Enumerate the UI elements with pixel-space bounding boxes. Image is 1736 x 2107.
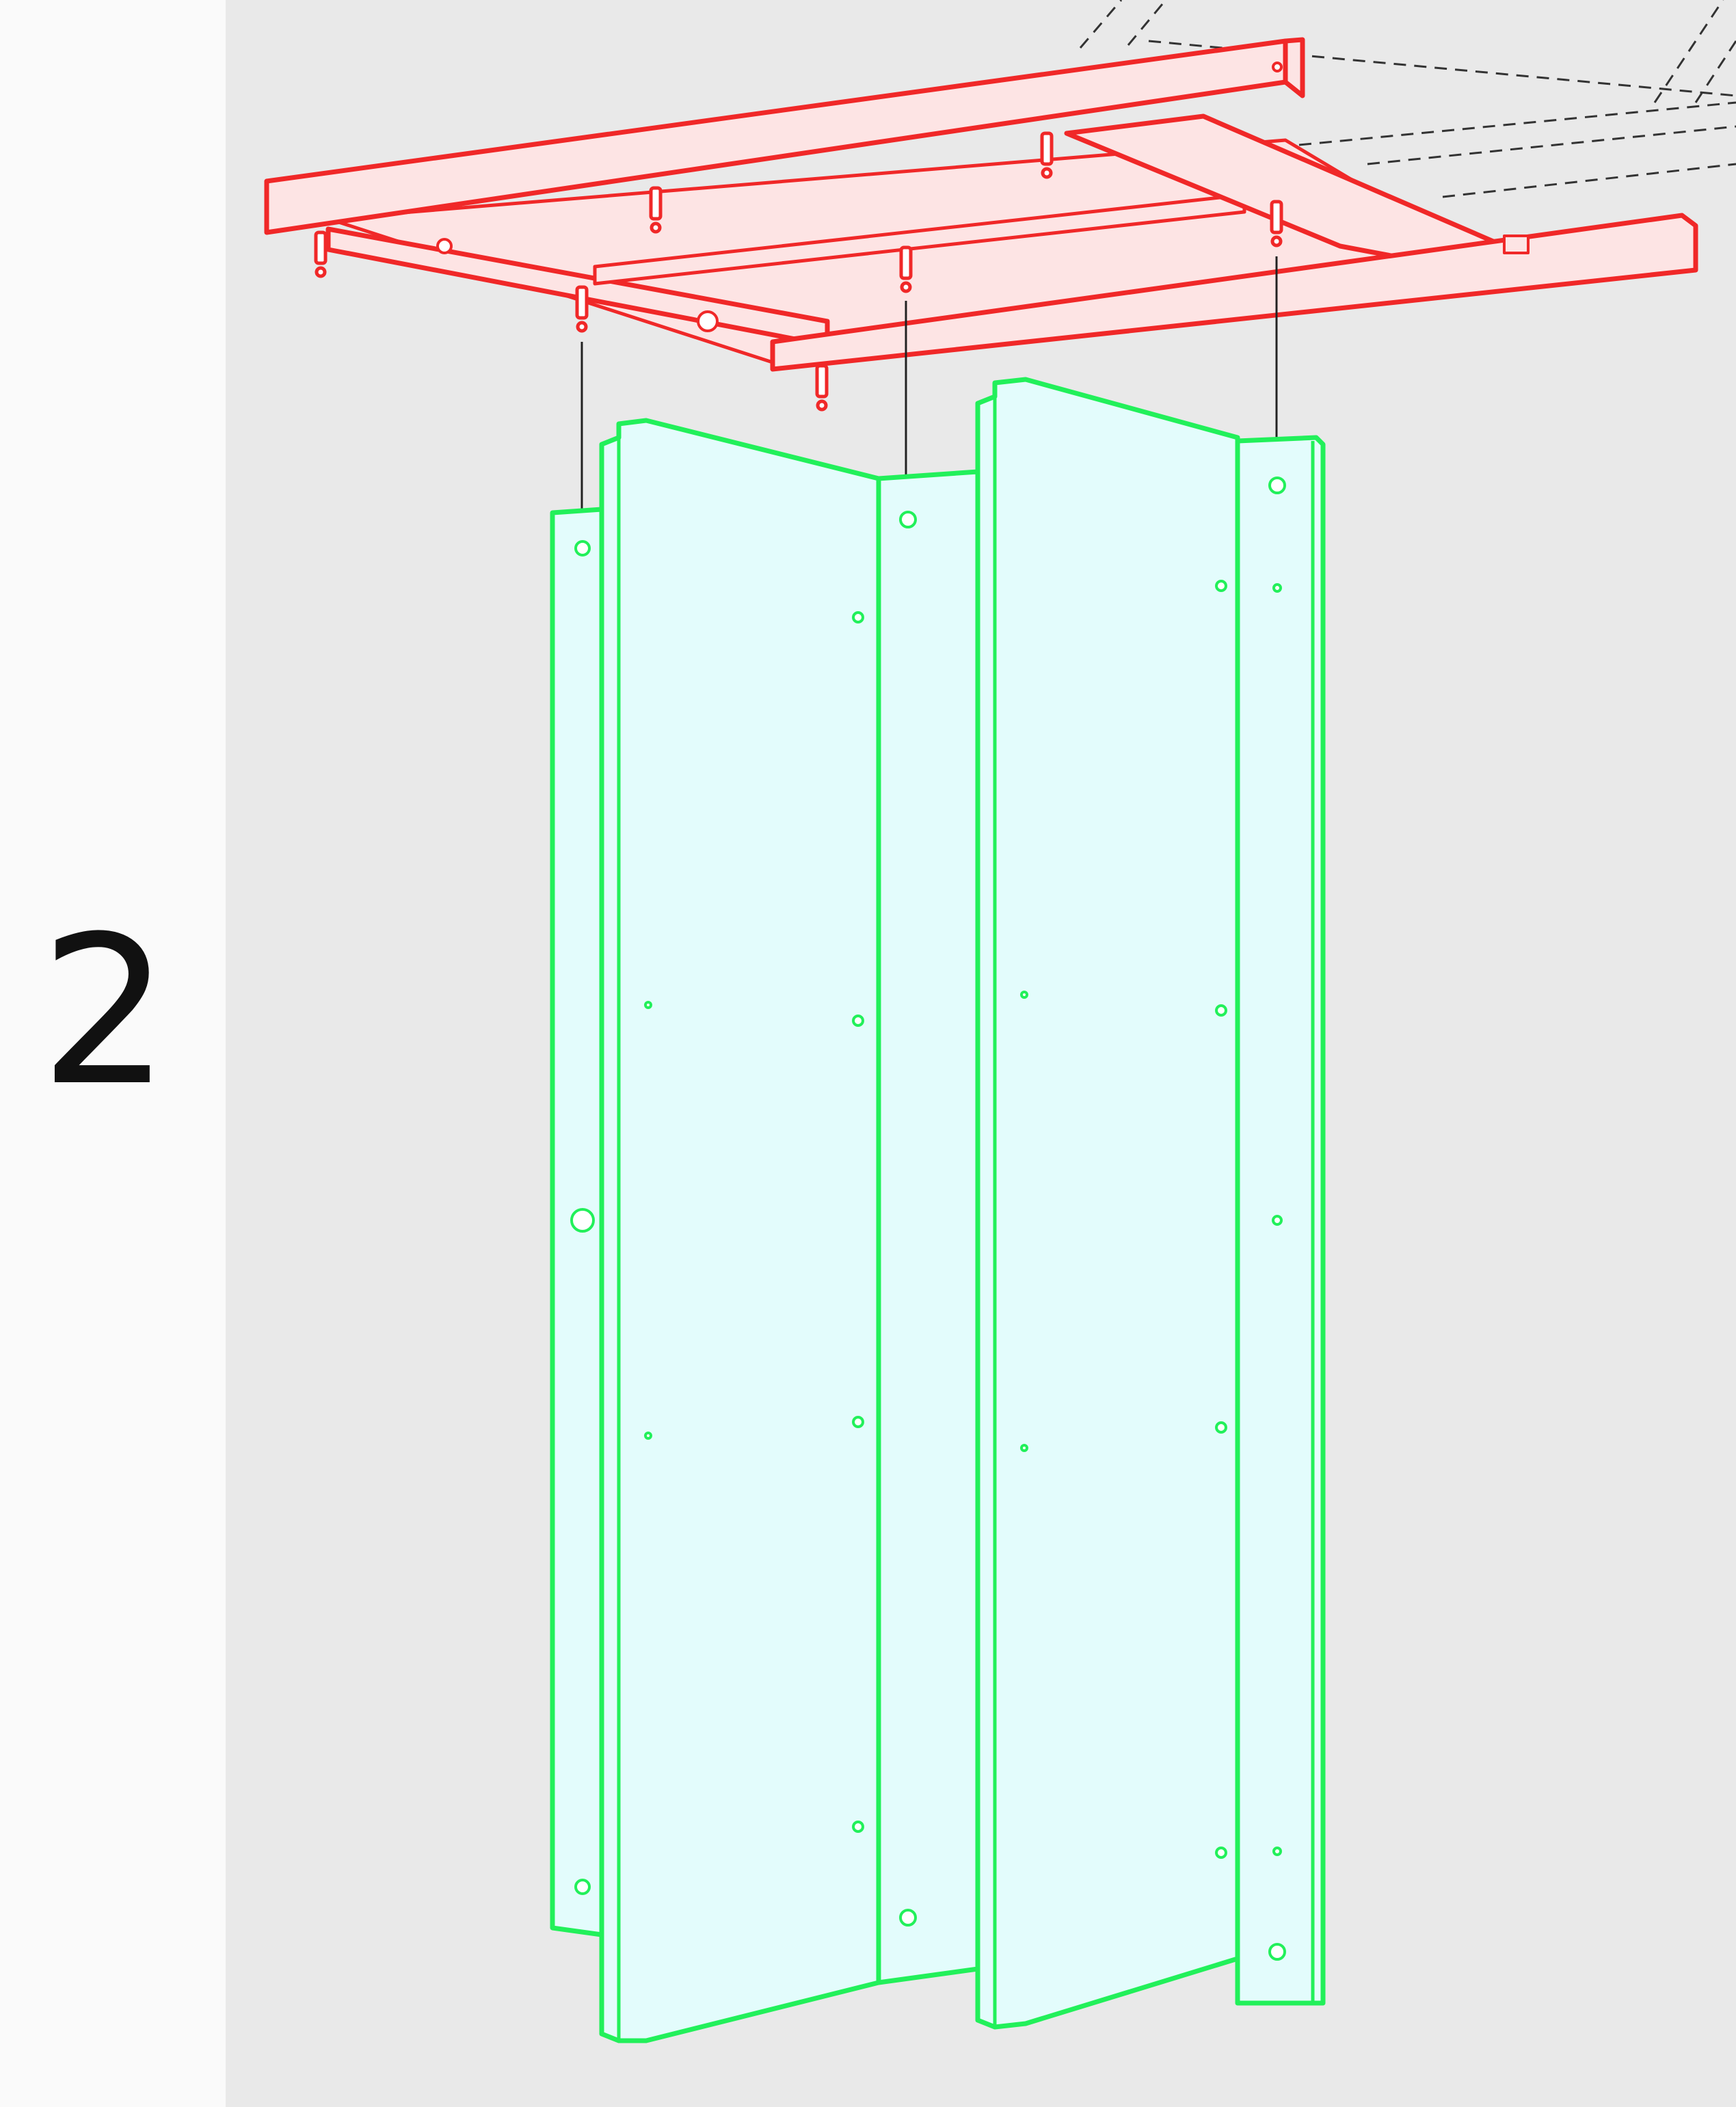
front-rail-end bbox=[1283, 37, 1305, 98]
dowel-icon bbox=[1270, 200, 1283, 247]
screw-hole-icon bbox=[1020, 1444, 1028, 1452]
screw-hole-icon bbox=[1272, 1215, 1283, 1226]
assembly-diagram bbox=[264, 0, 1736, 2043]
screw-hole-icon bbox=[1215, 1421, 1227, 1434]
context-dashed-lines bbox=[1079, 0, 1736, 198]
top-frame bbox=[264, 37, 1698, 372]
screw-hole-icon bbox=[899, 1909, 917, 1927]
screw-hole-icon bbox=[852, 611, 864, 623]
back-rail bbox=[770, 213, 1698, 372]
screw-hole-icon bbox=[574, 1879, 591, 1895]
screw-holes bbox=[570, 477, 1286, 1961]
dowel-icon bbox=[1040, 131, 1054, 179]
dowel-icon bbox=[899, 245, 913, 293]
front-right-panel bbox=[975, 377, 1240, 2030]
screw-hole-icon bbox=[899, 511, 917, 528]
dowel-icon bbox=[314, 230, 328, 278]
dowel-icon bbox=[575, 285, 589, 333]
step-sidebar: 2 bbox=[0, 0, 226, 2107]
side-panels bbox=[550, 377, 1326, 2043]
screw-hole-icon bbox=[1215, 1004, 1227, 1017]
dowel-icon bbox=[649, 186, 663, 234]
screw-hole-icon bbox=[1020, 991, 1028, 999]
screw-hole-icon bbox=[644, 1432, 652, 1440]
dowel-icon bbox=[815, 364, 829, 412]
screw-hole-icon bbox=[1268, 1943, 1286, 1961]
middle-rail bbox=[593, 193, 1246, 286]
screw-hole-icon bbox=[644, 1001, 652, 1009]
screw-hole-icon bbox=[852, 1015, 864, 1027]
screw-hole-icon bbox=[570, 1208, 595, 1233]
screw-hole-icon bbox=[574, 540, 591, 556]
screw-hole-icon bbox=[1215, 1847, 1227, 1859]
screw-hole-icon bbox=[1215, 580, 1227, 592]
screw-hole-icon bbox=[1272, 1847, 1282, 1856]
middle-edge-panel bbox=[876, 469, 980, 1985]
screw-hole-icon bbox=[852, 1416, 864, 1428]
screw-hole-icon bbox=[852, 1821, 864, 1833]
dowels bbox=[314, 131, 1283, 412]
screw-hole-icon bbox=[1272, 583, 1282, 593]
front-left-panel bbox=[599, 418, 881, 2043]
assembly-canvas bbox=[226, 0, 1736, 2107]
screw-hole-icon bbox=[1268, 477, 1286, 494]
step-number: 2 bbox=[40, 892, 170, 1131]
rail-tab bbox=[1503, 234, 1530, 254]
alignment-guides bbox=[580, 256, 1278, 509]
